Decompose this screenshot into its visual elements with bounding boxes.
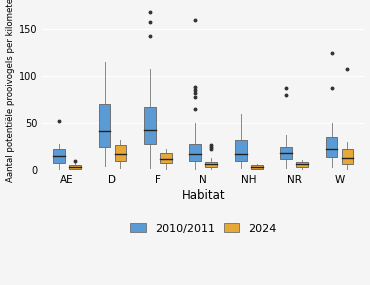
Bar xyxy=(99,104,110,146)
X-axis label: Habitat: Habitat xyxy=(181,189,225,202)
Bar xyxy=(251,165,262,169)
Bar xyxy=(205,162,217,167)
Bar xyxy=(235,140,247,161)
Bar xyxy=(296,162,308,167)
Bar xyxy=(53,149,65,162)
Bar xyxy=(69,165,81,169)
Bar xyxy=(114,145,126,161)
Bar xyxy=(160,153,172,164)
Bar xyxy=(342,149,353,164)
Bar xyxy=(189,144,201,161)
Bar xyxy=(280,146,292,159)
Y-axis label: Aantal potentiële prooivogels per kilometer: Aantal potentiële prooivogels per kilome… xyxy=(6,0,14,182)
Legend: 2010/2011, 2024: 2010/2011, 2024 xyxy=(130,223,276,233)
Bar xyxy=(326,137,337,157)
Bar xyxy=(144,107,156,144)
